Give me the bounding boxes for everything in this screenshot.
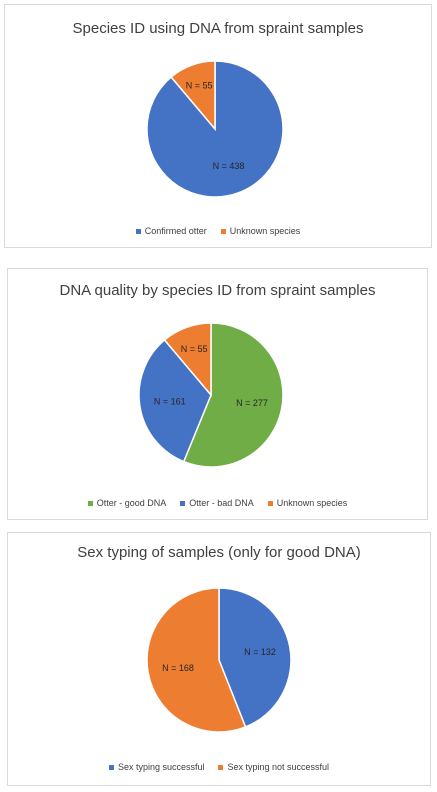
- pie-slice-otter-bad-dna: [138, 338, 212, 463]
- legend-swatch: [135, 228, 141, 234]
- data-label-confirmed-otter: N = 438: [213, 161, 245, 171]
- pie-chart-sex-typing: N = 132 N = 168: [146, 587, 292, 733]
- chart-title: DNA quality by species ID from spraint s…: [59, 282, 376, 299]
- pie-slice-unknown-species: [163, 322, 212, 398]
- pie-chart-dna-quality: N = 277 N = 161 N = 55: [138, 322, 284, 468]
- chart-legend: Sex typing successful Sex typing not succ…: [8, 762, 430, 772]
- legend-label: Unknown species: [229, 226, 301, 236]
- legend-item-unknown-species: Unknown species: [267, 498, 348, 508]
- chart-panel-species-id: Species ID using DNA from spraint sample…: [4, 4, 432, 248]
- legend-label: Sex typing not successful: [227, 762, 330, 772]
- legend-swatch: [218, 764, 224, 770]
- legend-item-sex-typing-not-successful: Sex typing not successful: [218, 762, 329, 772]
- chart-panel-dna-quality: DNA quality by species ID from spraint s…: [7, 268, 428, 520]
- legend-item-sex-typing-successful: Sex typing successful: [108, 762, 205, 772]
- legend-swatch: [180, 500, 186, 506]
- legend-item-confirmed-otter: Confirmed otter: [135, 226, 207, 236]
- pie-slice-sex-typing-not-successful: [146, 587, 247, 733]
- chart-title: Sex typing of samples (only for good DNA…: [77, 544, 361, 561]
- legend-label: Otter - bad DNA: [189, 498, 254, 508]
- legend-label: Otter - good DNA: [96, 498, 167, 508]
- data-label-unknown-species: N = 55: [186, 81, 213, 91]
- data-label-sex-typing-successful: N = 132: [244, 647, 276, 657]
- legend-label: Unknown species: [276, 498, 348, 508]
- pie-slice-unknown-species: [170, 60, 216, 132]
- pie-slice-otter-good-dna: [182, 322, 284, 468]
- legend-label: Sex typing successful: [117, 762, 205, 772]
- chart-panel-sex-typing: Sex typing of samples (only for good DNA…: [7, 532, 431, 786]
- legend-item-unknown-species: Unknown species: [220, 226, 301, 236]
- data-label-otter-good-dna: N = 277: [236, 398, 268, 408]
- legend-swatch: [220, 228, 226, 234]
- data-label-unknown-species: N = 55: [181, 344, 208, 354]
- data-label-sex-typing-not-successful: N = 168: [162, 663, 194, 673]
- data-label-otter-bad-dna: N = 161: [154, 396, 186, 406]
- pie-chart-species-id: N = 438 N = 55: [146, 60, 284, 198]
- chart-title: Species ID using DNA from spraint sample…: [72, 20, 364, 37]
- legend-swatch: [108, 764, 114, 770]
- legend-swatch: [267, 500, 273, 506]
- legend-item-otter-bad-dna: Otter - bad DNA: [180, 498, 254, 508]
- legend-swatch: [87, 500, 93, 506]
- legend-item-otter-good-dna: Otter - good DNA: [87, 498, 167, 508]
- legend-label: Confirmed otter: [144, 226, 207, 236]
- pie-slice-sex-typing-successful: [218, 587, 292, 728]
- chart-legend: Confirmed otter Unknown species: [5, 226, 431, 236]
- chart-legend: Otter - good DNA Otter - bad DNA Unknown s…: [8, 498, 427, 508]
